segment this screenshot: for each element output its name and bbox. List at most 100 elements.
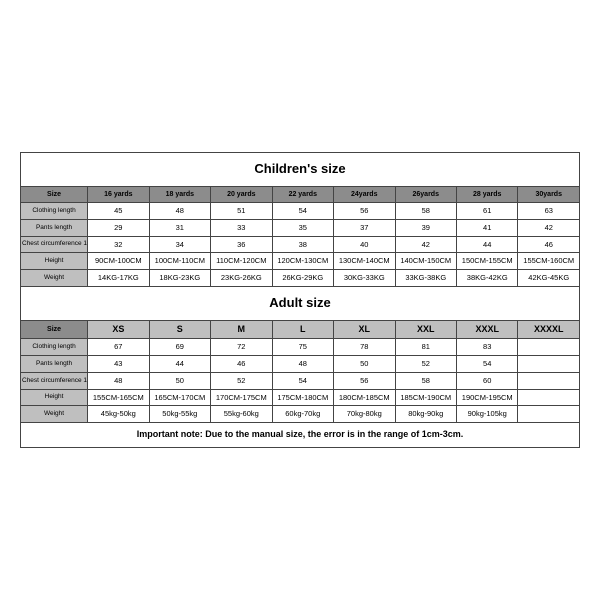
cell: 41 [456,219,517,236]
cell: 14KG-17KG [88,270,149,287]
cell [518,356,580,373]
row-label-clothing-length: Clothing length [21,203,88,220]
table-row: Chest circumference 1/2 32 34 36 38 40 4… [21,236,580,253]
table-row: Chest circumference 1/2 48 50 52 54 56 5… [21,372,580,389]
children-header-row: Size 16 yards 18 yards 20 yards 22 yards… [21,187,580,203]
cell: 155CM-160CM [518,253,580,270]
children-header-size: Size [21,187,88,203]
cell: 43 [88,356,149,373]
cell: 50 [149,372,210,389]
size-chart-table: Children's size Size 16 yards 18 yards 2… [20,152,580,448]
cell: 54 [272,372,333,389]
cell: 32 [88,236,149,253]
table-row: Pants length 29 31 33 35 37 39 41 42 [21,219,580,236]
cell: 100CM-110CM [149,253,210,270]
cell: 60kg-70kg [272,406,333,423]
cell: 48 [149,203,210,220]
cell: 42 [518,219,580,236]
children-col-7: 30yards [518,187,580,203]
cell: 63 [518,203,580,220]
row-label-weight: Weight [21,406,88,423]
children-col-0: 16 yards [88,187,149,203]
cell: 23KG-26KG [211,270,272,287]
cell: 170CM-175CM [211,389,272,406]
cell: 110CM-120CM [211,253,272,270]
adult-col-4: XL [334,320,395,339]
cell: 150CM-155CM [456,253,517,270]
cell: 72 [211,339,272,356]
children-col-3: 22 yards [272,187,333,203]
cell: 78 [334,339,395,356]
cell: 46 [211,356,272,373]
cell: 81 [395,339,456,356]
cell: 36 [211,236,272,253]
adult-header-size: Size [21,320,88,339]
cell: 50 [334,356,395,373]
important-note: Important note: Due to the manual size, … [21,423,580,448]
cell: 140CM-150CM [395,253,456,270]
cell: 33 [211,219,272,236]
cell: 54 [456,356,517,373]
cell: 58 [395,203,456,220]
cell: 30KG-33KG [334,270,395,287]
cell: 38 [272,236,333,253]
cell: 45kg-50kg [88,406,149,423]
cell: 83 [456,339,517,356]
table-row: Height 155CM-165CM 165CM-170CM 170CM-175… [21,389,580,406]
cell: 44 [149,356,210,373]
cell: 75 [272,339,333,356]
cell: 90CM-100CM [88,253,149,270]
cell: 52 [395,356,456,373]
cell: 37 [334,219,395,236]
adult-col-6: XXXL [456,320,517,339]
cell: 40 [334,236,395,253]
note-row: Important note: Due to the manual size, … [21,423,580,448]
children-title-row: Children's size [21,153,580,187]
cell: 39 [395,219,456,236]
cell: 38KG-42KG [456,270,517,287]
cell: 50kg-55kg [149,406,210,423]
adult-col-3: L [272,320,333,339]
children-col-1: 18 yards [149,187,210,203]
cell: 33KG-38KG [395,270,456,287]
cell: 70kg-80kg [334,406,395,423]
cell: 46 [518,236,580,253]
cell: 52 [211,372,272,389]
cell: 190CM-195CM [456,389,517,406]
cell: 51 [211,203,272,220]
cell: 56 [334,203,395,220]
children-title: Children's size [21,153,580,187]
row-label-weight: Weight [21,270,88,287]
size-chart-sheet: Children's size Size 16 yards 18 yards 2… [20,152,580,448]
cell [518,339,580,356]
adult-header-row: Size XS S M L XL XXL XXXL XXXXL [21,320,580,339]
cell: 60 [456,372,517,389]
row-label-height: Height [21,389,88,406]
table-row: Height 90CM-100CM 100CM-110CM 110CM-120C… [21,253,580,270]
cell: 26KG-29KG [272,270,333,287]
cell: 29 [88,219,149,236]
children-col-2: 20 yards [211,187,272,203]
table-row: Clothing length 45 48 51 54 56 58 61 63 [21,203,580,220]
cell [518,372,580,389]
cell: 31 [149,219,210,236]
cell: 45 [88,203,149,220]
cell: 54 [272,203,333,220]
row-label-clothing-length: Clothing length [21,339,88,356]
cell: 185CM-190CM [395,389,456,406]
row-label-height: Height [21,253,88,270]
adult-col-2: M [211,320,272,339]
cell: 55kg-60kg [211,406,272,423]
table-row: Pants length 43 44 46 48 50 52 54 [21,356,580,373]
cell: 35 [272,219,333,236]
cell: 67 [88,339,149,356]
cell: 48 [272,356,333,373]
children-col-5: 26yards [395,187,456,203]
cell [518,389,580,406]
cell: 44 [456,236,517,253]
row-label-chest: Chest circumference 1/2 [21,236,88,253]
cell: 61 [456,203,517,220]
row-label-chest: Chest circumference 1/2 [21,372,88,389]
children-col-4: 24yards [334,187,395,203]
cell: 48 [88,372,149,389]
